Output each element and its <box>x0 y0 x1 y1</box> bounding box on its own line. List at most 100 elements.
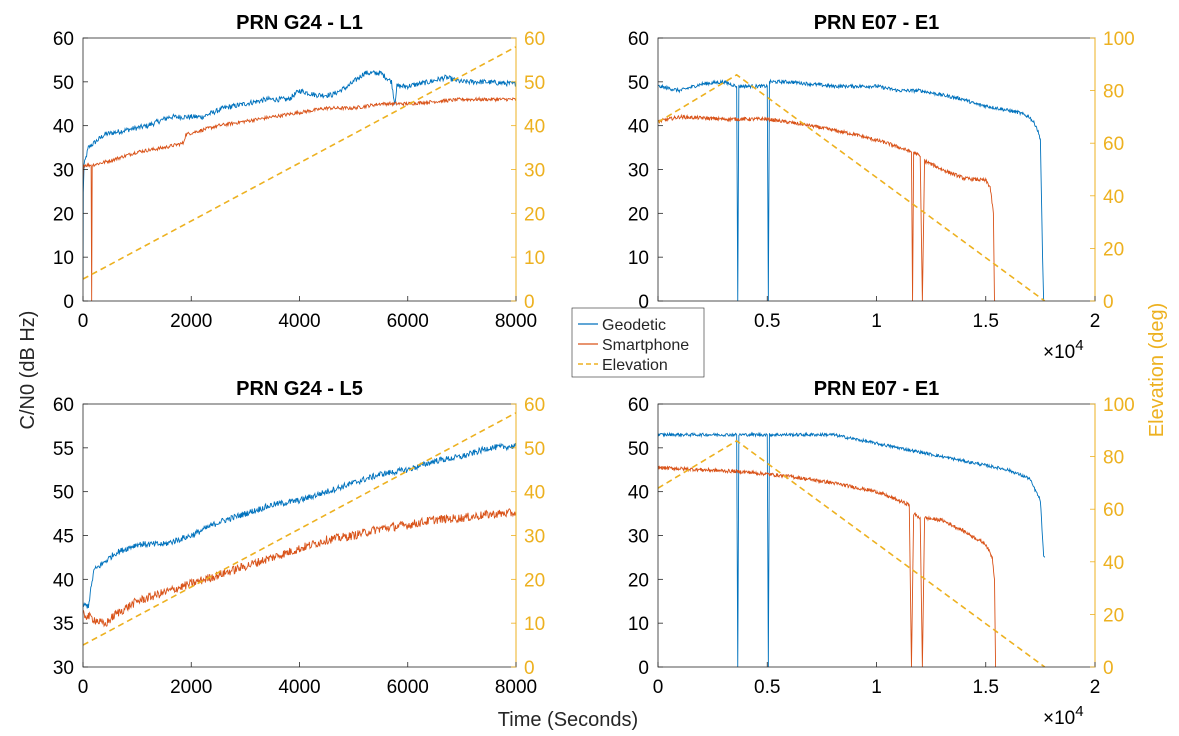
y2-tick-label: 0 <box>524 292 535 313</box>
subplot-title: PRN G24 - L1 <box>236 12 363 34</box>
shared-ylabel-left: C/N0 (dB Hz) <box>17 311 39 430</box>
subplot-2: PRN E07 - E100.511.520102030405060020406… <box>628 12 1135 363</box>
y2-tick-label: 40 <box>524 483 545 504</box>
series-line-elevation <box>83 46 516 280</box>
y-tick-label: 50 <box>53 73 74 94</box>
y2-tick-label: 20 <box>1103 239 1124 260</box>
series-line-smartphone <box>658 113 996 301</box>
subplots: PRN G24 - L10 2000 4000 6000 800001020304050… <box>53 12 1135 729</box>
y2-tick-label: 80 <box>1103 448 1124 469</box>
y-tick-label: 30 <box>628 527 649 548</box>
y-tick-label: 30 <box>628 161 649 182</box>
subplot-3: PRN G24 - L5 0 2000 4000 6000 8000 30 35 40 45 50 5… <box>53 378 545 698</box>
plot-area <box>658 404 1095 667</box>
y2-tick-label: 0 <box>524 658 535 679</box>
subplot-title: PRN E07 - E1 <box>814 378 940 400</box>
subplot-1: PRN G24 - L10 2000 4000 6000 800001020304050… <box>53 12 545 332</box>
y2-tick-label: 40 <box>1103 553 1124 574</box>
y-tick-label: 30 <box>53 658 74 679</box>
y-tick-label: 10 <box>53 248 74 269</box>
legend: Geodetic Smartphone Elevation <box>571 307 705 378</box>
x-tick-label: 2 <box>1090 677 1101 698</box>
y-tick-label: 20 <box>628 204 649 225</box>
x-tick-label: 0.5 <box>754 311 780 332</box>
y-tick-label: 60 <box>53 29 74 50</box>
x-tick-label: 6000 <box>387 311 429 332</box>
y2-tick-label: 20 <box>524 204 545 225</box>
x-tick-label: 1.5 <box>973 677 999 698</box>
series-line-geodetic <box>83 69 516 279</box>
plot-series-group <box>83 412 516 646</box>
y2-tick-label: 80 <box>1103 82 1124 103</box>
y-tick-label: 20 <box>53 204 74 225</box>
y-tick-label: 40 <box>628 117 649 138</box>
y-tick-label: 0 <box>638 292 649 313</box>
legend-label-elevation: Elevation <box>602 357 668 374</box>
x-tick-label: 8000 <box>495 677 537 698</box>
y2-tick-label: 60 <box>524 29 545 50</box>
y2-tick-label: 50 <box>524 439 545 460</box>
x-tick-label: 4000 <box>278 677 320 698</box>
x-exponent-label: ×104 <box>1043 337 1084 363</box>
x-tick-label: 1 <box>871 677 882 698</box>
y-tick-label: 40 <box>628 483 649 504</box>
x-tick-label: 2000 <box>170 677 212 698</box>
plot-area <box>658 38 1095 301</box>
y-tick-label: 45 <box>53 527 74 548</box>
y2-tick-label: 60 <box>524 395 545 416</box>
shared-ylabel-right: Elevation (deg) <box>1146 303 1168 438</box>
y2-tick-label: 20 <box>524 570 545 591</box>
series-line-elevation <box>658 73 1046 301</box>
y-tick-label: 60 <box>628 395 649 416</box>
y-tick-label: 10 <box>628 614 649 635</box>
y-tick-label: 35 <box>53 614 74 635</box>
subplot-title: PRN E07 - E1 <box>814 12 940 34</box>
y2-tick-label: 60 <box>1103 134 1124 155</box>
plot-area <box>83 404 516 667</box>
y-tick-label: 60 <box>53 395 74 416</box>
y2-tick-label: 60 <box>1103 500 1124 521</box>
y2-tick-label: 10 <box>524 248 545 269</box>
x-tick-label: 0 <box>78 311 89 332</box>
y-tick-label: 0 <box>63 292 74 313</box>
y2-tick-label: 50 <box>524 73 545 94</box>
x-tick-label: 1.5 <box>973 311 999 332</box>
x-exponent-label: ×104 <box>1043 703 1084 729</box>
series-line-smartphone <box>83 96 516 301</box>
x-tick-label: 4000 <box>278 311 320 332</box>
series-line-smartphone <box>83 508 516 628</box>
y-tick-label: 40 <box>53 570 74 591</box>
plot-series-group <box>658 73 1046 301</box>
legend-label-smartphone: Smartphone <box>602 337 689 354</box>
x-tick-label: 2000 <box>170 311 212 332</box>
y-tick-label: 0 <box>638 658 649 679</box>
plot-series-group <box>83 46 516 301</box>
x-tick-label: 0 <box>653 677 664 698</box>
x-tick-label: 1 <box>871 311 882 332</box>
x-tick-label: 8000 <box>495 311 537 332</box>
y-tick-label: 60 <box>628 29 649 50</box>
y-tick-label: 50 <box>53 483 74 504</box>
y2-tick-label: 10 <box>524 614 545 635</box>
series-line-smartphone <box>658 465 997 667</box>
subplot-title: PRN G24 - L5 <box>236 378 363 400</box>
y2-tick-label: 100 <box>1103 29 1135 50</box>
legend-label-geodetic: Geodetic <box>602 317 666 334</box>
y2-tick-label: 40 <box>1103 187 1124 208</box>
subplot-4: PRN E07 - E10 0.5 1 1.5 20102030405060020406… <box>628 378 1135 729</box>
y2-tick-label: 40 <box>524 117 545 138</box>
series-line-geodetic <box>658 431 1046 667</box>
y-tick-label: 55 <box>53 439 74 460</box>
y2-tick-label: 30 <box>524 161 545 182</box>
y2-tick-label: 0 <box>1103 658 1114 679</box>
y2-tick-label: 30 <box>524 527 545 548</box>
x-tick-label: 0 <box>78 677 89 698</box>
x-tick-label: 0.5 <box>754 677 780 698</box>
y-tick-label: 10 <box>628 248 649 269</box>
legend-box <box>571 307 705 378</box>
shared-xlabel: Time (Seconds) <box>498 709 638 731</box>
y-tick-label: 50 <box>628 73 649 94</box>
plot-area <box>83 38 516 301</box>
y-tick-label: 20 <box>628 570 649 591</box>
